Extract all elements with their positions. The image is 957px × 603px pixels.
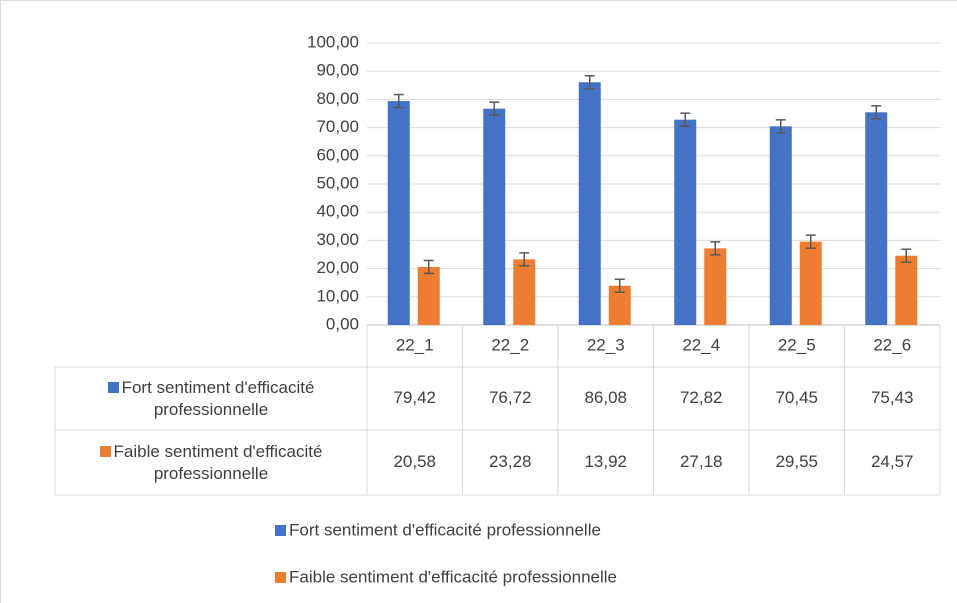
- error-bar: [901, 248, 912, 263]
- y-tick-label: 70,00: [316, 117, 359, 136]
- error-bar: [680, 112, 691, 127]
- bar: [865, 112, 888, 325]
- error-bar: [775, 119, 786, 134]
- table-value: 86,08: [584, 388, 627, 407]
- table-value: 72,82: [680, 388, 723, 407]
- bar: [483, 108, 506, 325]
- row-header-text: Faible sentiment d'efficacité profession…: [113, 441, 323, 483]
- error-bar: [393, 93, 404, 109]
- table-value: 76,72: [489, 388, 532, 407]
- error-bar: [614, 278, 625, 293]
- table-value: 23,28: [489, 452, 532, 471]
- legend-label: Faible sentiment d'efficacité profession…: [289, 567, 617, 586]
- bar: [704, 248, 727, 325]
- row-header-cell: Fort sentiment d'efficacité professionne…: [59, 367, 363, 430]
- error-bar: [584, 75, 595, 90]
- error-bar: [710, 241, 721, 256]
- error-bar: [805, 234, 816, 249]
- bar: [674, 119, 697, 325]
- row-header-content: Fort sentiment d'efficacité professionne…: [59, 377, 363, 421]
- error-bar: [489, 101, 500, 116]
- y-tick-label: 50,00: [316, 173, 359, 192]
- bar: [513, 259, 536, 325]
- x-tick-label: 22_5: [778, 335, 816, 354]
- row-header-cell: Faible sentiment d'efficacité profession…: [59, 430, 363, 495]
- table-value: 79,42: [393, 388, 436, 407]
- table-value: 24,57: [871, 452, 914, 471]
- x-tick-label: 22_4: [682, 335, 720, 354]
- bar: [769, 126, 792, 326]
- y-tick-label: 60,00: [316, 145, 359, 164]
- legend-swatch: [275, 525, 286, 536]
- bar: [387, 101, 410, 325]
- y-tick-label: 90,00: [316, 61, 359, 80]
- table-value: 70,45: [775, 388, 818, 407]
- x-tick-label: 22_1: [396, 335, 434, 354]
- x-tick-label: 22_6: [873, 335, 911, 354]
- bar: [895, 255, 918, 325]
- legend-label: Fort sentiment d'efficacité professionne…: [289, 520, 601, 539]
- table-row-header: Fort sentiment d'efficacité professionne…: [59, 367, 363, 430]
- y-tick-label: 30,00: [316, 230, 359, 249]
- bar: [578, 82, 601, 326]
- y-tick-label: 40,00: [316, 202, 359, 221]
- table-value: 29,55: [775, 452, 818, 471]
- error-bar: [423, 259, 434, 275]
- table-row-header: Faible sentiment d'efficacité profession…: [59, 430, 363, 495]
- legend-swatch: [99, 445, 111, 457]
- row-header-content: Faible sentiment d'efficacité profession…: [59, 441, 363, 485]
- y-tick-label: 100,00: [307, 32, 359, 51]
- y-tick-label: 80,00: [316, 89, 359, 108]
- table-value: 20,58: [393, 452, 436, 471]
- table-value: 27,18: [680, 452, 723, 471]
- table-value: 13,92: [584, 452, 627, 471]
- x-tick-label: 22_2: [491, 335, 529, 354]
- bar: [417, 266, 440, 325]
- row-header-text: Fort sentiment d'efficacité professionne…: [121, 377, 315, 419]
- legend-swatch: [107, 381, 119, 393]
- y-tick-label: 20,00: [316, 258, 359, 277]
- error-bar: [871, 105, 882, 120]
- x-tick-label: 22_3: [587, 335, 625, 354]
- error-bar: [519, 252, 530, 267]
- bar: [608, 285, 631, 325]
- y-tick-label: 0,00: [326, 314, 359, 333]
- table-value: 75,43: [871, 388, 914, 407]
- y-tick-label: 10,00: [316, 286, 359, 305]
- legend-swatch: [275, 572, 286, 583]
- bar: [799, 241, 822, 325]
